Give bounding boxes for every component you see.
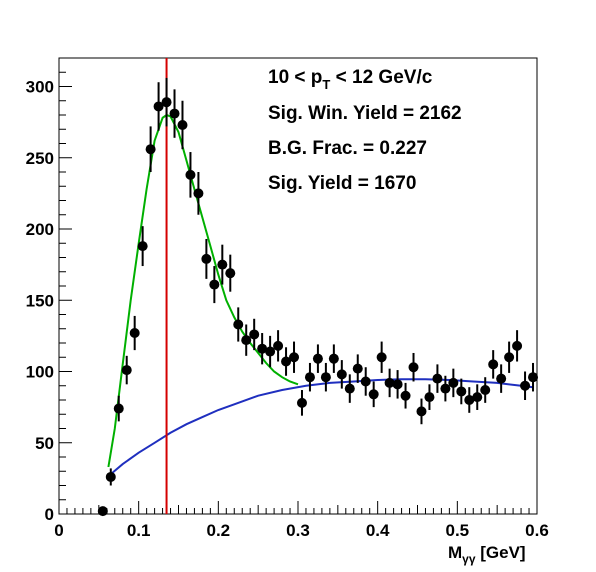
data-point (169, 108, 180, 119)
data-point (480, 385, 491, 396)
x-tick-label: 0.1 (127, 521, 151, 540)
x-tick-label: 0.3 (286, 521, 310, 540)
axis-ticks (58, 57, 538, 515)
data-point (448, 377, 459, 388)
pt-prefix: 10 < p (268, 67, 322, 88)
data-point (472, 392, 483, 403)
y-tick-label: 100 (26, 363, 54, 382)
data-point (336, 369, 347, 380)
data-point (440, 383, 451, 394)
data-point (249, 329, 260, 340)
y-tick-label: 300 (26, 78, 54, 97)
data-point (368, 389, 379, 400)
data-point (432, 373, 443, 384)
y-tick-label: 250 (26, 149, 54, 168)
data-point (289, 352, 300, 363)
data-point (464, 395, 475, 405)
data-point (97, 506, 108, 517)
data-point (360, 376, 371, 387)
data-point (520, 380, 531, 391)
data-point (105, 471, 116, 482)
data-point (193, 188, 204, 199)
data-point (400, 390, 411, 401)
data-point (241, 335, 252, 346)
sig-win-yield-text: Sig. Win. Yield = 2162 (268, 103, 462, 124)
data-point (320, 372, 331, 383)
data-point (512, 340, 523, 351)
data-point (185, 169, 196, 180)
tick-labels: 0 0.1 0.2 0.3 0.4 0.5 0.6 0 50 100 150 200 250 300 (26, 78, 549, 541)
data-point (129, 328, 140, 339)
x-tick-label: 0.2 (207, 521, 231, 540)
data-point (504, 352, 515, 363)
bg-frac-text: B.G. Frac. = 0.227 (268, 138, 427, 159)
y-tick-label: 0 (45, 505, 54, 524)
x-tick-label: 0.4 (366, 521, 390, 540)
data-point (488, 359, 499, 370)
y-tick-label: 150 (26, 291, 54, 310)
x-tick-label: 0 (54, 521, 63, 540)
data-point (528, 372, 539, 383)
y-tick-label: 200 (26, 220, 54, 239)
data-point (121, 365, 132, 376)
data-point (424, 392, 435, 403)
data-point (376, 352, 387, 363)
data-point (177, 119, 188, 130)
y-tick-label: 50 (35, 434, 54, 453)
data-point (233, 319, 244, 330)
data-point (201, 253, 212, 264)
data-point (392, 379, 403, 390)
data-point (352, 363, 363, 374)
data-point (265, 346, 276, 357)
data-point (384, 377, 395, 388)
sig-yield-text: Sig. Yield = 1670 (268, 173, 416, 194)
data-point (161, 97, 172, 108)
pt-range-text: 10 < pT < 12 GeV/c (268, 67, 433, 92)
data-point (113, 403, 124, 414)
data-point (344, 383, 355, 394)
x-axis-title-main: M (448, 543, 462, 562)
info-box: 10 < pT < 12 GeV/c Sig. Win. Yield = 216… (268, 67, 462, 194)
x-axis-title: Mγγ [GeV] (448, 543, 526, 566)
x-tick-label: 0.5 (446, 521, 470, 540)
data-point (273, 340, 284, 351)
data-point (304, 372, 315, 383)
pt-suffix: < 12 GeV/c (330, 67, 432, 88)
data-point (408, 362, 419, 373)
data-point (225, 268, 236, 279)
data-point (328, 353, 339, 364)
data-point (217, 259, 228, 270)
x-axis-title-subscript: γγ (462, 552, 476, 566)
x-axis-title-unit: [GeV] (476, 543, 526, 562)
data-point (496, 373, 507, 384)
data-point (257, 343, 268, 354)
data-point (456, 386, 467, 397)
data-point (416, 406, 427, 417)
data-point (137, 241, 148, 252)
pt-subscript: T (322, 77, 330, 92)
data-point (153, 101, 164, 112)
data-point (145, 144, 156, 155)
x-tick-label: 0.6 (525, 521, 549, 540)
data-point (209, 279, 220, 290)
data-point (296, 397, 307, 408)
data-points (97, 77, 539, 517)
data-point (312, 353, 323, 364)
data-point (281, 356, 292, 367)
